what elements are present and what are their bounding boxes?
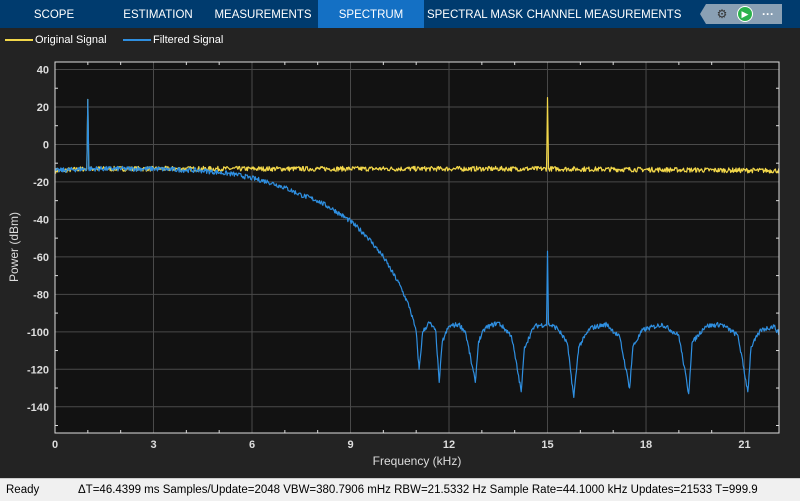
y-tick-label: 0 [43, 139, 49, 151]
status-measurements: ΔT=46.4399 ms Samples/Update=2048 VBW=38… [78, 484, 758, 496]
tab-spectrum[interactable]: SPECTRUM [318, 0, 424, 28]
axes-frame [54, 61, 780, 434]
y-axis-label: Power (dBm) [7, 212, 21, 282]
y-tick-label: -80 [33, 289, 49, 301]
y-tick-label: 40 [37, 64, 49, 76]
x-tick-label: 3 [150, 439, 156, 451]
y-tick-label: -40 [33, 214, 49, 226]
tab-measurements[interactable]: MEASUREMENTS [214, 9, 312, 21]
tab-channel-measurements[interactable]: CHANNEL MEASUREMENTS [526, 9, 682, 21]
x-tick-label: 12 [443, 439, 455, 451]
x-axis-label: Frequency (kHz) [373, 454, 462, 468]
legend: Original Signal Filtered Signal [0, 28, 800, 50]
legend-swatch [123, 39, 151, 42]
more-icon[interactable]: ··· [762, 7, 774, 21]
run-icon[interactable]: ▶ [738, 7, 752, 21]
x-tick-label: 18 [640, 439, 652, 451]
legend-label: Filtered Signal [153, 34, 224, 46]
status-state: Ready [6, 484, 40, 496]
y-tick-label: 20 [37, 102, 49, 114]
status-bar: Ready ΔT=46.4399 ms Samples/Update=2048 … [0, 478, 800, 501]
y-tick-label: -120 [27, 364, 49, 376]
legend-label: Original Signal [35, 34, 107, 46]
series-line-filtered [54, 98, 780, 398]
legend-swatch [5, 39, 33, 42]
y-tick-label: -20 [33, 177, 49, 189]
y-tick-label: -100 [27, 327, 49, 339]
x-tick-label: 0 [52, 439, 58, 451]
toolstrip: SCOPE ESTIMATION MEASUREMENTS SPECTRUM S… [0, 0, 800, 28]
tab-estimation[interactable]: ESTIMATION [123, 9, 193, 21]
x-tick-label: 6 [249, 439, 255, 451]
y-tick-label: -60 [33, 252, 49, 264]
legend-item-filtered[interactable]: Filtered Signal [123, 33, 223, 47]
series-layer [54, 96, 780, 398]
tick-labels: 0 3 6 9 12 15 18 21 40 20 0 -20 -40 -60 -80 -100 -120 -14… [27, 64, 751, 451]
y-tick-label: -140 [27, 402, 49, 414]
x-tick-label: 9 [347, 439, 353, 451]
settings-icon[interactable]: ⚙ [716, 7, 728, 21]
x-tick-label: 21 [738, 439, 750, 451]
spectrum-chart: 0 3 6 9 12 15 18 21 40 20 0 -20 -40 -60 -80 -100 -120 -14… [7, 61, 780, 468]
quick-access-toolbar: ⚙ ▶ ··· [700, 4, 782, 24]
tab-scope[interactable]: SCOPE [33, 9, 75, 21]
plot-area [55, 62, 779, 433]
x-tick-label: 15 [541, 439, 553, 451]
legend-item-original[interactable]: Original Signal [5, 33, 107, 47]
tab-spectral-mask[interactable]: SPECTRAL MASK [426, 9, 524, 21]
